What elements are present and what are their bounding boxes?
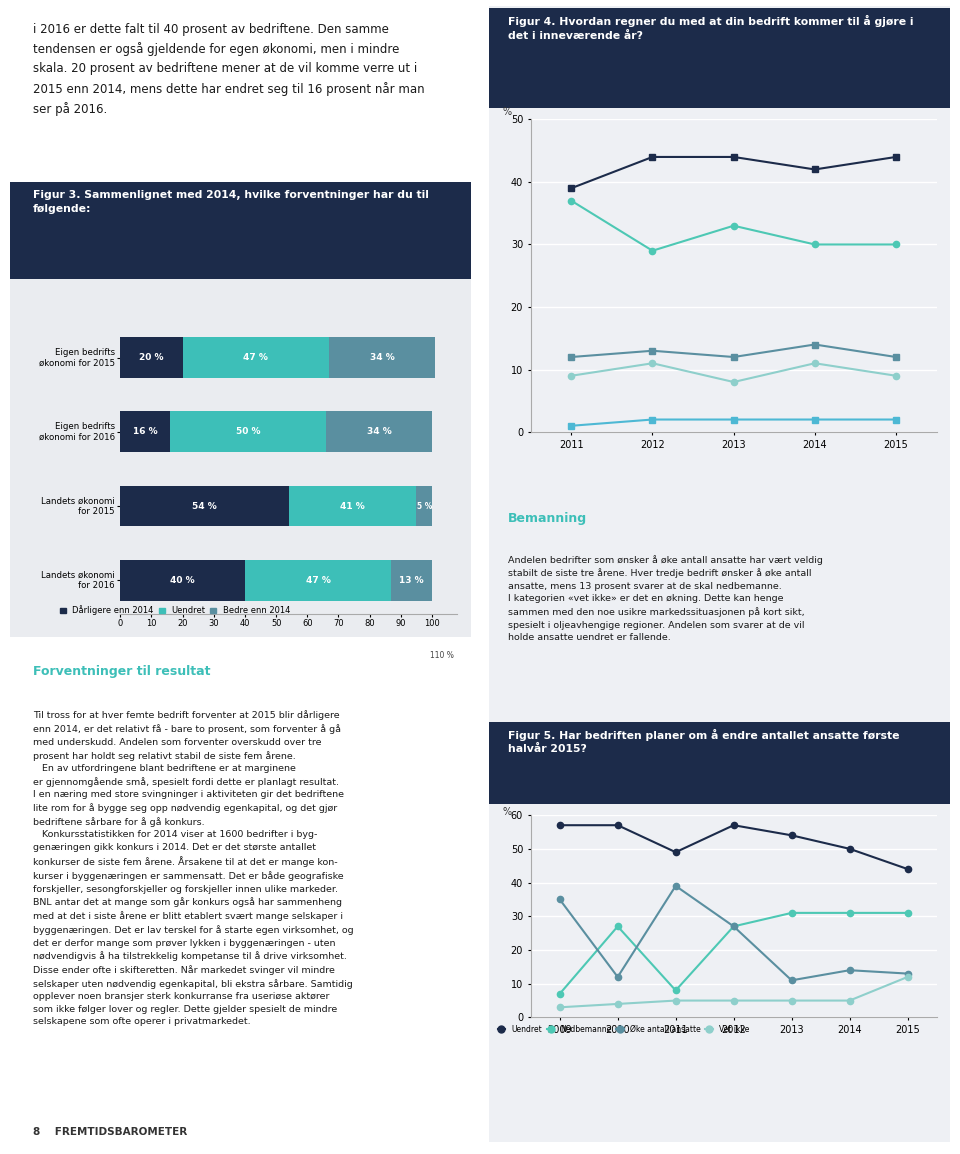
FancyBboxPatch shape [10,182,470,637]
FancyBboxPatch shape [490,8,950,108]
Text: i 2016 er dette falt til 40 prosent av bedriftene. Den samme
tendensen er også g: i 2016 er dette falt til 40 prosent av b… [33,23,424,117]
FancyBboxPatch shape [490,6,950,1142]
FancyBboxPatch shape [10,6,470,1142]
FancyBboxPatch shape [10,182,470,278]
Text: Bemanning: Bemanning [508,511,587,525]
Text: 8    FREMTIDSBAROMETER: 8 FREMTIDSBAROMETER [33,1126,187,1137]
Text: Til tross for at hver femte bedrift forventer at 2015 blir dårligere
enn 2014, e: Til tross for at hver femte bedrift forv… [33,711,353,1026]
Legend: Uendret, Nedbemanne, Øke antall ansatte, Vet ikke: Uendret, Nedbemanne, Øke antall ansatte,… [497,1025,750,1034]
FancyBboxPatch shape [490,722,950,803]
Legend: Dårligere enn 2014, Uendret, Bedre enn 2014: Dårligere enn 2014, Uendret, Bedre enn 2… [60,606,290,615]
Text: Andelen bedrifter som ønsker å øke antall ansatte har vært veldig
stabilt de sis: Andelen bedrifter som ønsker å øke antal… [508,555,823,643]
Text: Figur 3. Sammenlignet med 2014, hvilke forventninger har du til
følgende:: Figur 3. Sammenlignet med 2014, hvilke f… [33,190,428,213]
Text: Figur 4. Hvordan regner du med at din bedrift kommer til å gjøre i
det i innevær: Figur 4. Hvordan regner du med at din be… [508,15,913,40]
Text: Figur 5. Har bedriften planer om å endre antallet ansatte første
halvår 2015?: Figur 5. Har bedriften planer om å endre… [508,728,900,755]
Text: Forventninger til resultat: Forventninger til resultat [33,665,210,679]
